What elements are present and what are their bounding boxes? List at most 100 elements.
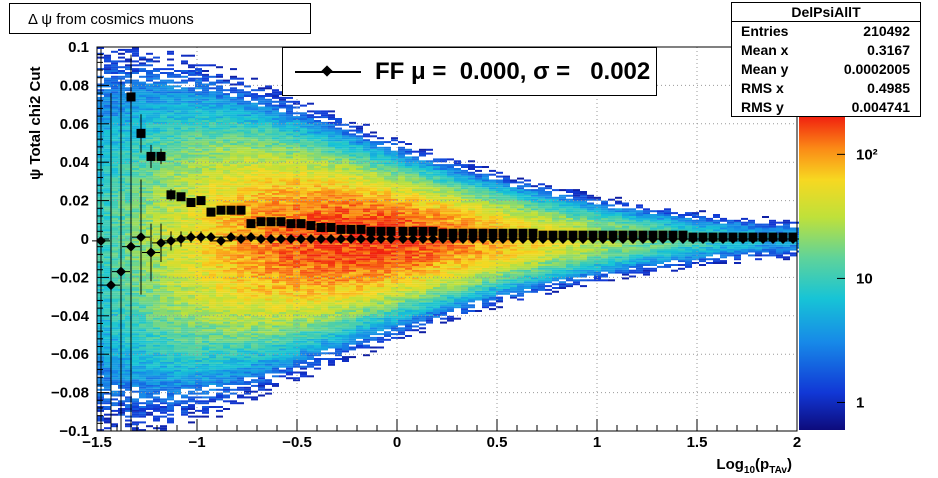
heatmap-cell: [265, 312, 272, 314]
heatmap-cell: [300, 112, 307, 115]
heatmap-cell: [293, 360, 300, 362]
heatmap-cell: [230, 356, 237, 359]
heatmap-cell: [174, 327, 181, 330]
heatmap-cell: [167, 123, 174, 126]
heatmap-cell: [251, 308, 258, 311]
heatmap-cell: [293, 333, 300, 336]
heatmap-cell: [209, 340, 216, 343]
heatmap-cell: [251, 169, 258, 172]
heatmap-cell: [286, 106, 293, 109]
heatmap-cell: [160, 96, 167, 99]
heatmap-cell: [104, 319, 111, 322]
heatmap-cell: [251, 369, 258, 372]
heatmap-cell: [195, 206, 202, 209]
heatmap-cell: [251, 102, 258, 105]
heatmap-cell: [279, 271, 286, 274]
heatmap-cell: [132, 150, 139, 153]
heatmap-cell: [132, 166, 139, 168]
heatmap-cell: [258, 212, 265, 215]
heatmap-cell: [167, 381, 174, 384]
heatmap-cell: [167, 217, 174, 220]
heatmap-cell: [258, 144, 265, 147]
heatmap-cell: [286, 116, 293, 119]
heatmap-cell: [104, 60, 111, 63]
heatmap-cell: [125, 386, 132, 389]
heatmap-cell: [230, 160, 237, 163]
heatmap-cell: [195, 162, 202, 165]
heatmap-cell: [174, 384, 181, 387]
heatmap-cell: [209, 271, 216, 274]
heatmap-cell: [244, 319, 251, 322]
heatmap-cell: [293, 329, 300, 332]
heatmap-cell: [244, 116, 251, 119]
heatmap-cell: [272, 118, 279, 120]
heatmap-cell: [146, 321, 153, 324]
heatmap-cell: [139, 143, 146, 145]
heatmap-cell: [146, 96, 153, 99]
heatmap-cell: [237, 396, 244, 399]
heatmap-cell: [188, 277, 195, 280]
heatmap-cell: [265, 175, 272, 178]
heatmap-cell: [300, 302, 307, 305]
heatmap-cell: [230, 194, 237, 197]
heatmap-cell: [125, 304, 132, 307]
heatmap-cell: [125, 360, 132, 362]
heatmap-cell: [279, 363, 286, 366]
heatmap-cell: [279, 352, 286, 355]
heatmap-cell: [188, 156, 195, 159]
heatmap-cell: [125, 150, 132, 153]
heatmap-cell: [132, 212, 139, 215]
heatmap-cell: [139, 360, 146, 362]
heatmap-cell: [209, 260, 216, 263]
heatmap-cell: [237, 373, 244, 376]
heatmap-cell: [279, 123, 286, 126]
heatmap-cell: [132, 223, 139, 226]
heatmap-cell: [202, 267, 209, 270]
heatmap-cell: [209, 306, 216, 309]
heatmap-cell: [188, 264, 195, 266]
heatmap-cell: [230, 360, 237, 362]
heatmap-cell: [146, 402, 153, 405]
heatmap-cell: [216, 415, 223, 418]
heatmap-cell: [251, 210, 258, 213]
heatmap-cell: [251, 166, 258, 168]
heatmap-cell: [104, 336, 111, 339]
heatmap-cell: [132, 285, 139, 288]
heatmap-cell: [125, 235, 132, 238]
heatmap-cell: [209, 189, 216, 192]
heatmap-cell: [139, 116, 146, 119]
heatmap-cell: [111, 281, 118, 284]
heatmap-cell: [160, 329, 167, 332]
heatmap-cell: [286, 229, 293, 232]
heatmap-cell: [111, 267, 118, 270]
heatmap-cell: [300, 198, 307, 201]
heatmap-cell: [230, 231, 237, 234]
heatmap-cell: [237, 248, 244, 251]
heatmap-cell: [160, 214, 167, 216]
heatmap-cell: [230, 264, 237, 266]
heatmap-cell: [258, 112, 265, 115]
heatmap-cell: [153, 404, 160, 407]
heatmap-cell: [202, 135, 209, 138]
heatmap-cell: [209, 331, 216, 334]
heatmap-cell: [216, 369, 223, 372]
heatmap-cell: [272, 233, 279, 236]
heatmap-cell: [258, 177, 265, 180]
heatmap-cell: [174, 131, 181, 134]
heatmap-cell: [139, 221, 146, 224]
heatmap-cell: [265, 294, 272, 297]
heatmap-cell: [160, 342, 167, 345]
heatmap-cell: [139, 411, 146, 414]
heatmap-cell: [139, 75, 146, 78]
heatmap-cell: [202, 323, 209, 326]
heatmap-cell: [132, 231, 139, 234]
heatmap-cell: [216, 377, 223, 380]
heatmap-cell: [181, 381, 188, 384]
heatmap-cell: [223, 333, 230, 336]
heatmap-cell: [265, 194, 272, 197]
heatmap-cell: [104, 279, 111, 282]
heatmap-cell: [223, 400, 230, 403]
heatmap-cell: [244, 262, 251, 264]
heatmap-cell: [132, 346, 139, 349]
heatmap-cell: [181, 221, 188, 224]
